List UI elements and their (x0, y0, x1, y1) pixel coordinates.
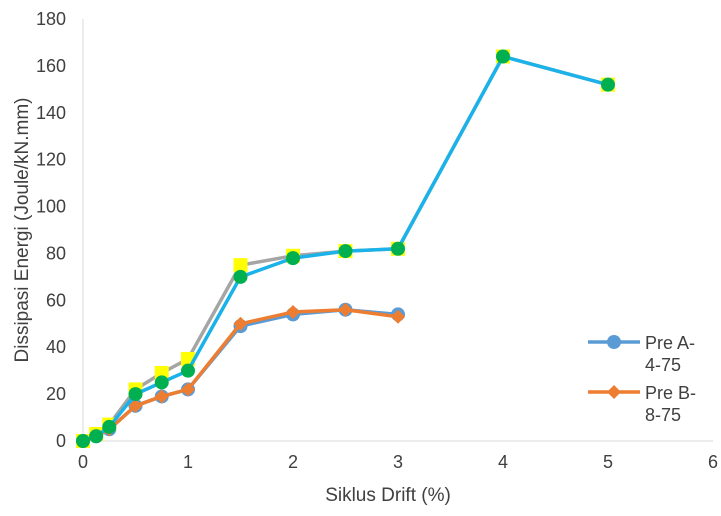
data-point (181, 363, 195, 378)
x-axis-title: Siklus Drift (%) (325, 485, 451, 506)
x-tick-label: 6 (708, 452, 718, 472)
data-point (601, 77, 615, 92)
legend-label: 4-75 (645, 355, 681, 375)
data-point (233, 316, 248, 331)
y-tick-label: 120 (36, 150, 66, 170)
y-tick-label: 60 (46, 290, 66, 310)
y-tick-label: 0 (56, 431, 66, 451)
series-layer (76, 49, 615, 448)
y-tick-label: 140 (36, 103, 66, 123)
legend-item-pre-a-4-75: Pre A-4-75 (588, 333, 695, 375)
data-point (89, 429, 104, 444)
legend: Pre A-4-75 Pre B-8-75 (588, 333, 696, 425)
y-tick-label: 100 (36, 197, 66, 217)
data-point (496, 49, 510, 64)
data-point (102, 419, 117, 434)
data-point (338, 244, 353, 259)
data-point (76, 434, 90, 448)
y-tick-label: 160 (36, 56, 66, 76)
legend-label: Pre A- (645, 333, 695, 353)
x-tick-labels: 0 1 2 3 4 5 6 (78, 452, 718, 472)
legend-label: 8-75 (645, 405, 681, 425)
series-cyan (76, 49, 615, 448)
data-point (128, 387, 143, 402)
data-point (391, 309, 405, 324)
data-point (286, 251, 300, 266)
x-tick-label: 0 (78, 452, 88, 472)
data-point (233, 258, 248, 273)
data-point (391, 241, 405, 256)
legend-label: Pre B- (645, 383, 696, 403)
data-point (154, 389, 169, 404)
legend-swatch-marker (607, 335, 621, 349)
y-tick-label: 20 (46, 384, 66, 404)
data-point (154, 375, 169, 390)
x-tick-label: 4 (498, 452, 508, 472)
x-tick-label: 1 (183, 452, 193, 472)
x-tick-label: 2 (288, 452, 298, 472)
data-point (286, 305, 300, 320)
y-axis-title: Dissipasi Energi (Joule/kN.mm) (12, 97, 33, 362)
y-tick-label: 80 (46, 243, 66, 263)
data-point (128, 398, 143, 413)
data-point (233, 269, 248, 284)
legend-item-pre-b-8-75: Pre B-8-75 (588, 383, 696, 425)
y-tick-labels: 0 20 40 60 80 100 120 140 160 180 (36, 9, 66, 451)
x-tick-label: 3 (393, 452, 403, 472)
data-point (181, 382, 195, 397)
y-tick-label: 180 (36, 9, 66, 29)
series-pre-b-8-75 (76, 302, 405, 448)
y-tick-label: 40 (46, 337, 66, 357)
x-tick-label: 5 (603, 452, 613, 472)
data-point (338, 302, 353, 317)
legend-swatch-marker (607, 385, 621, 399)
